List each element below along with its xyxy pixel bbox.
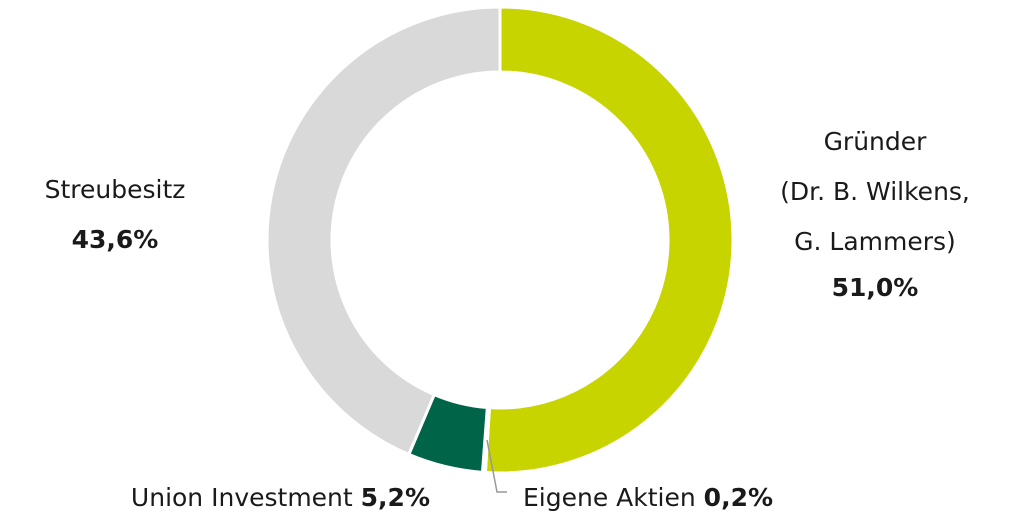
value-label: 51,0% bbox=[832, 273, 919, 302]
label-line: Gründer bbox=[824, 127, 928, 156]
value-label: 5,2% bbox=[361, 483, 430, 512]
value-label: 0,2% bbox=[704, 483, 773, 512]
slice-label: Union Investment 5,2% bbox=[131, 483, 430, 512]
slice-label: Eigene Aktien 0,2% bbox=[523, 483, 773, 512]
donut bbox=[265, 5, 735, 475]
category-label: Streubesitz bbox=[45, 175, 186, 204]
label-line: G. Lammers) bbox=[794, 227, 956, 256]
category-label: Union Investment bbox=[131, 483, 353, 512]
value-label: 43,6% bbox=[72, 225, 159, 254]
label-line: (Dr. B. Wilkens, bbox=[780, 177, 970, 206]
leader-line bbox=[486, 439, 507, 493]
category-label: Eigene Aktien bbox=[523, 483, 696, 512]
slice-label: Gründer (Dr. B. Wilkens, G. Lammers) bbox=[780, 127, 970, 256]
slice bbox=[265, 5, 502, 457]
slice bbox=[483, 5, 735, 475]
